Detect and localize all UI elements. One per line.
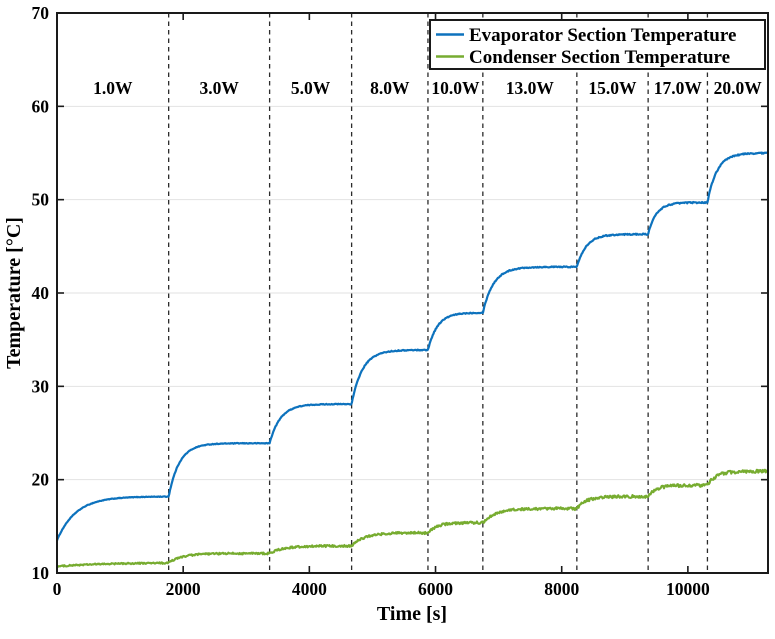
y-tick-label: 50 (32, 190, 50, 210)
tick-marks (56, 12, 768, 574)
y-tick-label: 10 (32, 563, 50, 583)
x-tick-label: 2000 (166, 579, 201, 599)
y-tick-label: 20 (32, 470, 50, 490)
power-label: 3.0W (199, 78, 239, 98)
power-label: 20.0W (714, 78, 763, 98)
power-label: 1.0W (93, 78, 133, 98)
x-tick-label: 0 (53, 579, 62, 599)
legend-box (429, 19, 766, 70)
legend-label-condenser: Condenser Section Temperature (469, 47, 730, 68)
legend-label-evaporator: Evaporator Section Temperature (469, 25, 736, 46)
power-label: 13.0W (506, 78, 555, 98)
x-tick-label: 10000 (666, 579, 710, 599)
tick-labels: 0 2000 4000 6000 8000 10000 10 20 30 40 50 60 70 (32, 3, 711, 599)
series-line-evaporator (57, 151, 768, 541)
power-label: 17.0W (654, 78, 703, 98)
legend: Evaporator Section Temperature Condenser… (429, 19, 766, 70)
y-tick-label: 30 (32, 376, 50, 396)
series-line-condenser (57, 468, 768, 569)
power-labels: 1.0W 3.0W 5.0W 8.0W 10.0W 13.0W 15.0W 17.0W 20.0… (93, 78, 762, 98)
y-tick-label: 60 (32, 96, 50, 116)
y-axis-label: Temperature [°C] (3, 217, 25, 369)
power-label: 15.0W (588, 78, 637, 98)
x-tick-label: 8000 (544, 579, 579, 599)
x-tick-label: 4000 (292, 579, 327, 599)
x-axis-label: Time [s] (377, 603, 447, 625)
data-series (57, 151, 768, 569)
power-label: 5.0W (291, 78, 331, 98)
power-label: 10.0W (431, 78, 480, 98)
y-tick-label: 70 (32, 3, 50, 23)
y-tick-label: 40 (32, 283, 50, 303)
power-label: 8.0W (370, 78, 410, 98)
x-tick-label: 6000 (418, 579, 453, 599)
gridlines (57, 105, 768, 481)
